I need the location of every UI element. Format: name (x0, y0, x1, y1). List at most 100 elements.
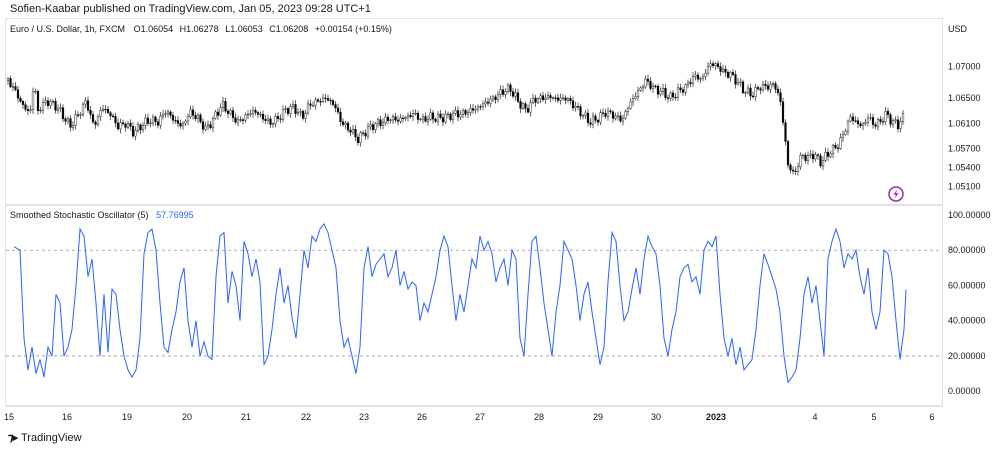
candle-body (199, 114, 202, 122)
candle-body (101, 108, 105, 111)
candle-body (461, 110, 465, 115)
candle-body (6, 78, 10, 81)
candle-body (294, 104, 297, 114)
candle-body (204, 125, 207, 130)
candle-body (706, 66, 710, 74)
candle-body (234, 117, 237, 123)
candle-body (731, 72, 735, 75)
candle-body (871, 117, 875, 125)
candle-body (261, 113, 265, 120)
osc-axis[interactable]: 100.00000 80.00000 60.00000 40.00000 20.0000… (948, 210, 991, 396)
candle-body (214, 111, 217, 119)
price-axis[interactable]: 1.07000 1.06500 1.06100 1.05700 1.05400 1.051… (948, 61, 981, 191)
candle-body (146, 117, 150, 124)
candle-body (194, 115, 197, 119)
candle-body (809, 153, 812, 156)
candle-body (699, 77, 702, 80)
candle-body (884, 111, 887, 123)
ohlc-close: 1.06208 (276, 24, 309, 34)
candle-body (314, 99, 317, 106)
candle-body (324, 97, 327, 99)
candle-body (186, 116, 190, 122)
candle-body (329, 99, 332, 102)
candle-body (341, 121, 345, 125)
candle-body (651, 85, 655, 89)
candle-body (399, 117, 402, 122)
osc-pane-frame (5, 205, 943, 406)
candle-body (486, 101, 490, 104)
tradingview-watermark[interactable]: ⁊▸ TradingView (8, 431, 82, 445)
candle-body (684, 84, 687, 93)
candle-body (641, 86, 645, 89)
candle-body (54, 100, 57, 111)
time-label: 5 (871, 412, 876, 422)
candle-body (46, 100, 50, 106)
candle-body (239, 119, 242, 121)
candle-body (661, 87, 665, 92)
candle-body (696, 74, 700, 80)
time-label: 2023 (706, 412, 726, 422)
osc-tick-label: 60.00000 (948, 280, 986, 290)
candle-body (229, 110, 232, 114)
candle-body (831, 145, 835, 155)
candle-body (96, 116, 100, 125)
candle-body (844, 130, 847, 135)
candle-body (379, 119, 382, 126)
candle-body (421, 116, 425, 120)
osc-value: 57.76995 (156, 210, 194, 220)
candle-body (584, 112, 587, 116)
candle-body (429, 112, 432, 120)
time-label: 29 (593, 412, 603, 422)
candle-body (771, 83, 775, 85)
candle-body (891, 120, 895, 125)
candle-body (479, 106, 482, 108)
candle-body (94, 121, 97, 125)
candle-body (516, 92, 520, 102)
candle-body (541, 95, 545, 100)
time-label: 16 (62, 412, 72, 422)
candle-body (51, 100, 55, 103)
candle-body (306, 103, 310, 114)
osc-tick-label: 20.00000 (948, 351, 986, 361)
candle-body (596, 120, 600, 123)
candle-body (189, 109, 192, 117)
candle-body (131, 126, 135, 137)
candle-body (69, 118, 72, 128)
price-legend: Euro / U.S. Dollar, 1h, FXCM O1.06054 H1… (10, 24, 392, 34)
candle-body (519, 101, 522, 109)
candle-body (174, 120, 177, 122)
candle-body (289, 106, 292, 114)
candle-body (91, 114, 95, 123)
lightning-icon[interactable] (888, 186, 904, 202)
candle-body (601, 112, 605, 114)
candle-body (391, 116, 395, 121)
candle-body (221, 100, 225, 108)
candle-body (211, 118, 215, 129)
candle-body (99, 110, 102, 117)
candle-body (374, 123, 377, 130)
candle-body (259, 113, 262, 116)
candle-body (586, 112, 590, 123)
candle-body (824, 152, 827, 161)
candle-body (376, 119, 380, 124)
candle-body (291, 104, 295, 107)
candle-body (616, 115, 620, 117)
ohlc-high: 1.06278 (186, 24, 219, 34)
candle-body (156, 121, 160, 126)
candle-body (681, 89, 685, 93)
candle-body (434, 118, 437, 122)
candle-body (439, 113, 442, 118)
candle-body (119, 122, 122, 130)
candles-group (6, 59, 905, 176)
candle-body (139, 124, 142, 131)
candle-body (459, 114, 462, 118)
candle-body (841, 134, 845, 138)
candle-body (181, 123, 185, 127)
candle-body (254, 110, 257, 113)
candle-body (901, 113, 905, 122)
candle-body (784, 122, 787, 142)
candle-body (171, 115, 175, 121)
candle-body (656, 86, 660, 95)
time-axis[interactable]: 15 16 19 20 21 22 23 26 27 28 29 30 2023 4 5 6 (4, 412, 935, 422)
